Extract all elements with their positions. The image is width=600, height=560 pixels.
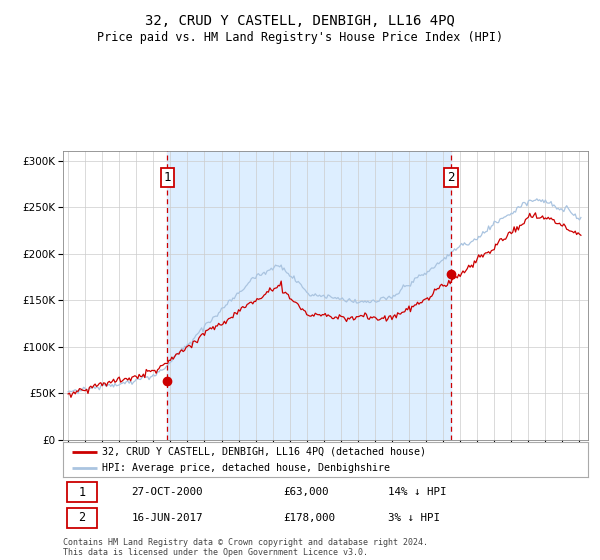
- Text: 14% ↓ HPI: 14% ↓ HPI: [389, 487, 447, 497]
- Text: 32, CRUD Y CASTELL, DENBIGH, LL16 4PQ: 32, CRUD Y CASTELL, DENBIGH, LL16 4PQ: [145, 14, 455, 28]
- Text: 16-JUN-2017: 16-JUN-2017: [131, 512, 203, 522]
- Text: 3% ↓ HPI: 3% ↓ HPI: [389, 512, 440, 522]
- Text: Contains HM Land Registry data © Crown copyright and database right 2024.
This d: Contains HM Land Registry data © Crown c…: [63, 538, 428, 557]
- Text: HPI: Average price, detached house, Denbighshire: HPI: Average price, detached house, Denb…: [103, 463, 391, 473]
- Bar: [167, 151, 451, 440]
- Text: 32, CRUD Y CASTELL, DENBIGH, LL16 4PQ (detached house): 32, CRUD Y CASTELL, DENBIGH, LL16 4PQ (d…: [103, 447, 427, 457]
- FancyBboxPatch shape: [67, 507, 97, 528]
- Text: £63,000: £63,000: [284, 487, 329, 497]
- Text: 1: 1: [164, 171, 171, 184]
- Text: 27-OCT-2000: 27-OCT-2000: [131, 487, 203, 497]
- Text: £178,000: £178,000: [284, 512, 335, 522]
- Text: 1: 1: [79, 486, 85, 499]
- Text: Price paid vs. HM Land Registry's House Price Index (HPI): Price paid vs. HM Land Registry's House …: [97, 31, 503, 44]
- FancyBboxPatch shape: [67, 482, 97, 502]
- Text: 2: 2: [79, 511, 85, 524]
- Text: 2: 2: [447, 171, 455, 184]
